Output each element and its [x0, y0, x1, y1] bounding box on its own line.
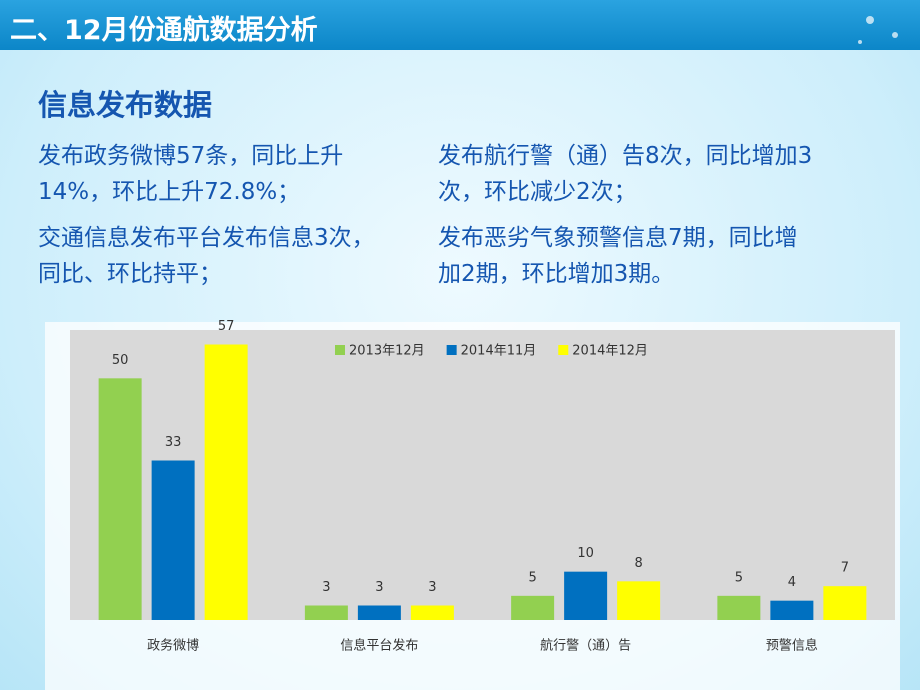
text-line: 发布航行警（通）告8次，同比增加3	[438, 143, 813, 169]
bar	[770, 600, 814, 620]
paragraph: 发布恶劣气象预警信息7期，同比增 加2期，环比增加3期。	[438, 220, 812, 292]
right-column: 发布航行警（通）告8次，同比增加3 次，环比减少2次； 发布恶劣气象预警信息7期，同…	[438, 138, 812, 302]
text-line: 交通信息发布平台发布信息3次，	[38, 225, 375, 251]
value-label: 50	[112, 353, 129, 368]
text-line: 发布政务微博57条，同比上升	[38, 143, 344, 169]
decoration	[858, 40, 862, 44]
section-heading: 信息发布数据	[38, 88, 213, 122]
value-label: 33	[165, 435, 182, 450]
text-line: 14%，环比上升72.8%；	[38, 179, 301, 205]
legend-label: 2014年11月	[461, 344, 537, 359]
bar	[564, 571, 608, 620]
bar	[151, 460, 195, 620]
bar	[823, 586, 867, 620]
bar	[410, 605, 454, 620]
left-column: 发布政务微博57条，同比上升 14%，环比上升72.8%； 交通信息发布平台发布信息…	[38, 138, 375, 302]
value-label: 5	[528, 570, 536, 585]
x-tick-label: 政务微博	[147, 638, 199, 654]
bar	[357, 605, 401, 620]
paragraph: 发布航行警（通）告8次，同比增加3 次，环比减少2次；	[438, 138, 812, 210]
bar	[617, 581, 661, 620]
text-line: 加2期，环比增加3期。	[438, 261, 675, 287]
legend-swatch	[446, 345, 457, 355]
bar	[717, 595, 761, 620]
text-line: 发布恶劣气象预警信息7期，同比增	[438, 225, 798, 251]
header-bar: 二、12月份通航数据分析	[0, 0, 920, 50]
value-label: 3	[375, 580, 383, 595]
text-line: 次，环比减少2次；	[438, 179, 637, 205]
value-label: 57	[218, 319, 235, 334]
value-label: 3	[428, 580, 436, 595]
legend-swatch	[335, 345, 345, 355]
x-tick-label: 预警信息	[766, 638, 818, 654]
x-tick-label: 航行警（通）告	[540, 638, 631, 654]
value-label: 4	[788, 575, 796, 590]
value-label: 7	[841, 561, 849, 576]
slide-title: 二、12月份通航数据分析	[10, 15, 318, 46]
paragraph: 交通信息发布平台发布信息3次， 同比、环比持平；	[38, 220, 375, 292]
x-tick-label: 信息平台发布	[340, 638, 418, 654]
value-label: 3	[322, 580, 330, 595]
legend-label: 2014年12月	[572, 344, 648, 359]
bar	[204, 344, 248, 620]
legend-label: 2013年12月	[349, 344, 425, 359]
value-label: 8	[634, 556, 642, 571]
legend-swatch	[558, 345, 569, 355]
text-line: 同比、环比持平；	[38, 261, 222, 287]
value-label: 5	[735, 570, 743, 585]
value-label: 10	[577, 546, 594, 561]
bar	[511, 595, 555, 620]
paragraph: 发布政务微博57条，同比上升 14%，环比上升72.8%；	[38, 138, 375, 210]
bar	[304, 605, 348, 620]
decoration	[892, 32, 898, 38]
decoration	[866, 16, 874, 24]
bar	[98, 378, 142, 620]
